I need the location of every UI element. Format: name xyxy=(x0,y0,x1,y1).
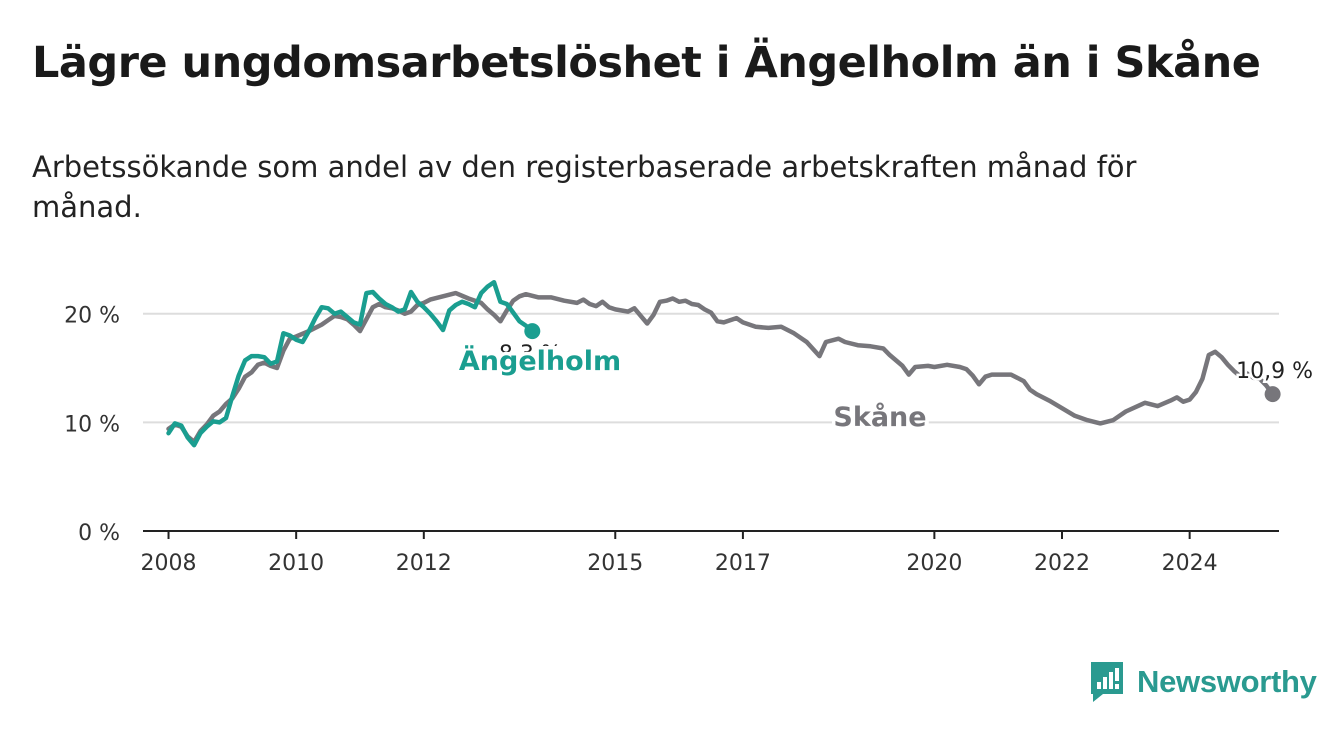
series-line-skane xyxy=(166,290,1275,445)
newsworthy-logo-icon xyxy=(1091,662,1123,702)
chart-title: Lägre ungdomsarbetslöshet i Ängelholm än… xyxy=(32,38,1261,88)
x-tick-label: 2012 xyxy=(396,551,452,576)
x-tick-label: 2020 xyxy=(906,551,962,576)
end-marker-skane xyxy=(1264,386,1281,403)
newsworthy-logo: Newsworthy xyxy=(1089,660,1317,704)
x-tick-label: 2024 xyxy=(1162,551,1218,576)
brand-name: Newsworthy xyxy=(1137,664,1317,699)
series-label-angelholm: Ängelholm xyxy=(459,345,621,377)
x-tick-label: 2010 xyxy=(268,551,324,576)
series-label-skane: Skåne xyxy=(833,401,926,433)
y-tick-label: 0 % xyxy=(78,521,120,546)
y-tick-label: 10 % xyxy=(64,412,120,437)
chart-subtitle: Arbetssökande som andel av den registerb… xyxy=(32,150,1137,224)
x-tick-label: 2022 xyxy=(1034,551,1090,576)
x-tick-label: 2017 xyxy=(715,551,771,576)
y-tick-label: 20 % xyxy=(64,304,120,329)
end-marker-angelholm xyxy=(524,323,541,340)
series-line-angelholm xyxy=(166,279,535,448)
end-value-label-skane: 10,9 % xyxy=(1236,359,1313,384)
end-value-label-angelholm: 8,3 % xyxy=(499,342,562,367)
x-tick-label: 2008 xyxy=(141,551,197,576)
x-tick-label: 2015 xyxy=(587,551,643,576)
